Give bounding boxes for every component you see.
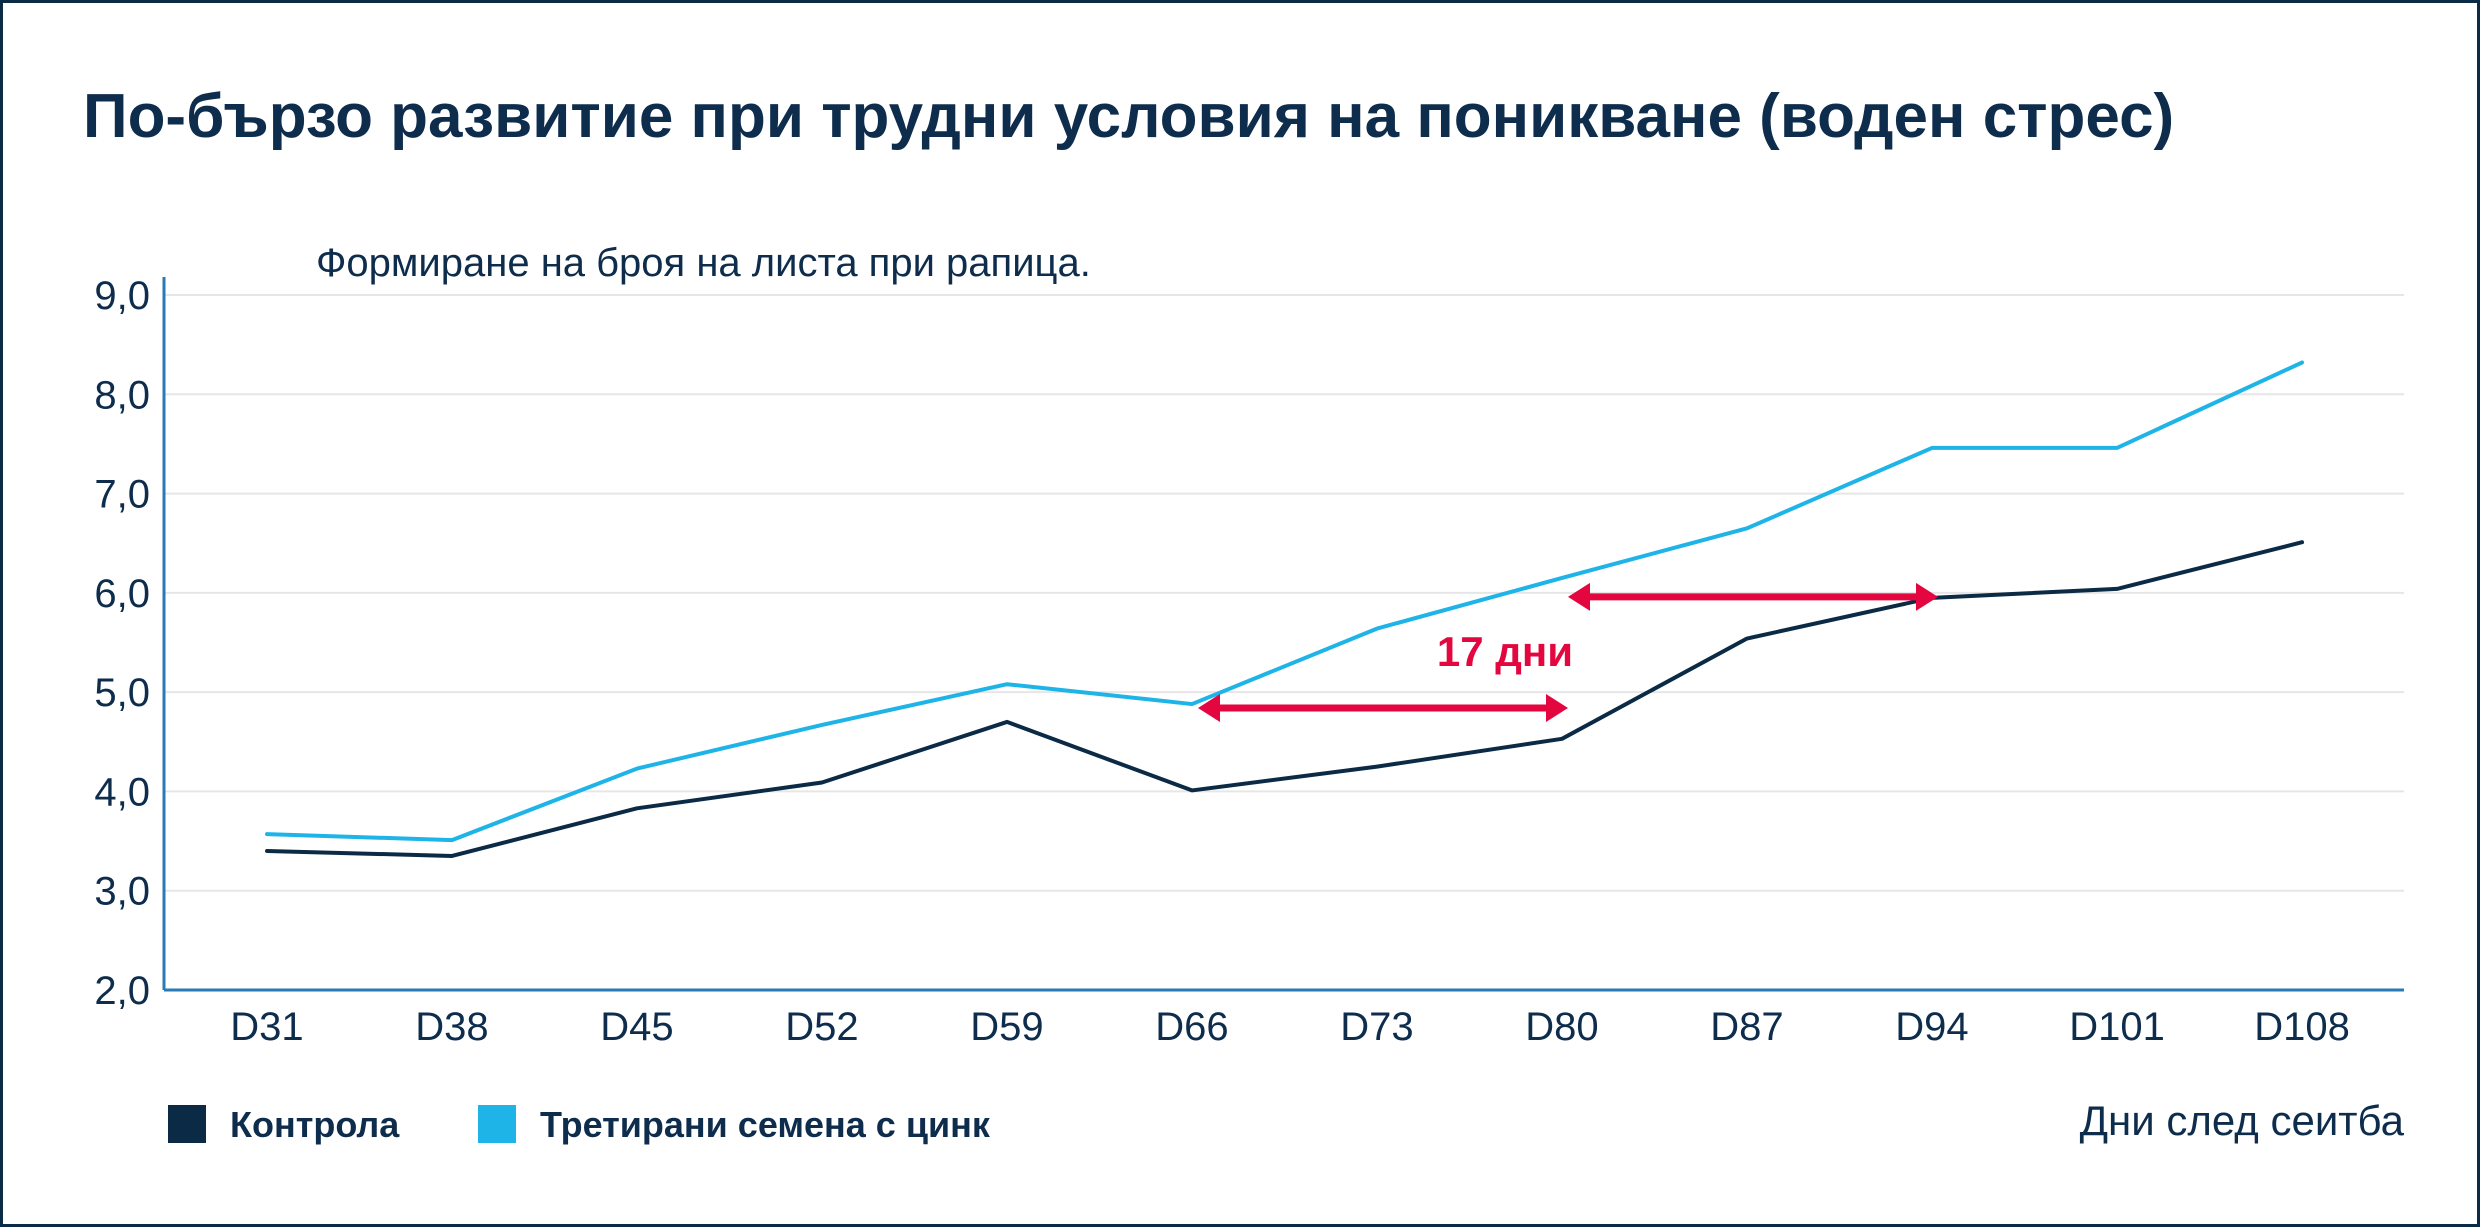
line-chart: 2,0 3,0 4,0 5,0 6,0 7,0 8,0 9,0 D31 D38 D45 D52 D59 D… bbox=[94, 241, 2405, 1145]
x-tick-label: D73 bbox=[1340, 1005, 1413, 1049]
annotation-arrowhead bbox=[1568, 582, 1590, 611]
x-tick-label: D31 bbox=[230, 1005, 303, 1049]
annotation-arrowhead bbox=[1546, 694, 1568, 723]
chart-title: По-бързо развитие при трудни условия на … bbox=[83, 82, 2175, 151]
x-tick-label: D59 bbox=[970, 1005, 1043, 1049]
axis-layer: 2,0 3,0 4,0 5,0 6,0 7,0 8,0 9,0 D31 D38 D45 D52 D59 D… bbox=[94, 274, 2404, 1049]
legend: Контрола Третирани семена с цинк bbox=[168, 1104, 991, 1145]
grid-layer bbox=[164, 294, 2404, 892]
x-tick-label: D87 bbox=[1710, 1005, 1783, 1049]
x-tick-label: D94 bbox=[1895, 1005, 1968, 1049]
series-layer bbox=[265, 360, 2304, 858]
x-tick-label: D38 bbox=[415, 1005, 488, 1049]
x-tick-label: D108 bbox=[2254, 1005, 2350, 1049]
x-tick-label: D66 bbox=[1155, 1005, 1228, 1049]
annotation-layer: 17 дни bbox=[1198, 582, 1938, 723]
annotation-arrowhead bbox=[1916, 582, 1938, 611]
y-tick-label: 2,0 bbox=[94, 969, 150, 1013]
x-tick-label: D101 bbox=[2069, 1005, 2165, 1049]
series-line-treated bbox=[265, 360, 2304, 843]
y-tick-label: 9,0 bbox=[94, 274, 150, 318]
chart-subtitle: Формиране на броя на листа при рапица. bbox=[316, 241, 1091, 285]
y-tick-label: 3,0 bbox=[94, 870, 150, 914]
legend-label-treated: Третирани семена с цинк bbox=[540, 1104, 991, 1145]
x-tick-label: D52 bbox=[785, 1005, 858, 1049]
y-tick-label: 7,0 bbox=[94, 473, 150, 517]
legend-swatch-treated bbox=[478, 1105, 516, 1143]
annotation-arrowhead bbox=[1198, 694, 1220, 723]
y-tick-label: 6,0 bbox=[94, 572, 150, 616]
x-tick-label: D45 bbox=[600, 1005, 673, 1049]
legend-label-control: Контрола bbox=[230, 1104, 400, 1145]
x-tick-label: D80 bbox=[1525, 1005, 1598, 1049]
series-line-control bbox=[265, 540, 2304, 858]
legend-swatch-control bbox=[168, 1105, 206, 1143]
y-tick-label: 5,0 bbox=[94, 671, 150, 715]
annotation-label: 17 дни bbox=[1437, 628, 1573, 675]
y-tick-label: 4,0 bbox=[94, 770, 150, 814]
y-tick-label: 8,0 bbox=[94, 373, 150, 417]
x-axis-title: Дни след сеитба bbox=[2080, 1097, 2405, 1144]
